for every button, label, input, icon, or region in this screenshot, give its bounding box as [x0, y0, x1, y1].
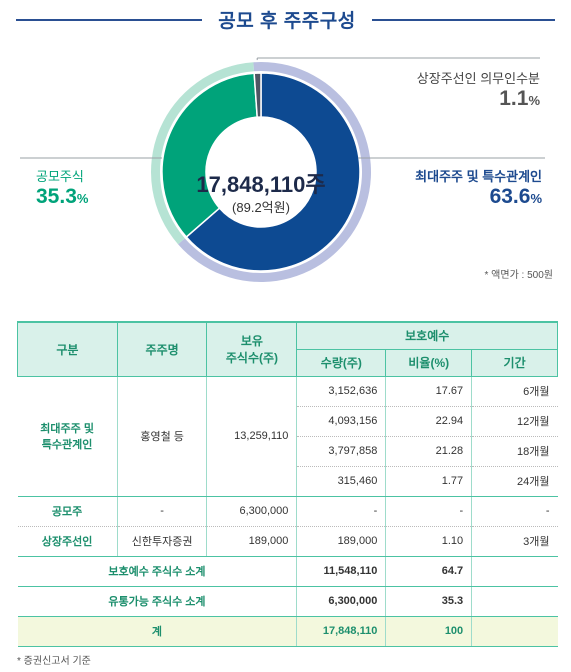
cell-qty: 189,000 [296, 526, 387, 557]
slice-listed-ring [253, 62, 261, 72]
summary-ratio: 35.3 [385, 586, 473, 617]
cell-ratio: 22.94 [385, 406, 473, 437]
title-rule-right [372, 19, 555, 21]
cell-qty: 3,152,636 [296, 376, 387, 407]
group-holder: - [117, 496, 208, 527]
slice-label-public: 공모주식 35.3% [36, 166, 88, 209]
slice-pct-major: 63.6% [392, 185, 542, 209]
cell-ratio: 1.77 [385, 466, 473, 497]
cell-ratio: 17.67 [385, 376, 473, 407]
total-empty [471, 616, 558, 647]
cell-ratio: 21.28 [385, 436, 473, 467]
summary-qty: 11,548,110 [296, 556, 387, 587]
summary-label: 보호예수 주식수 소계 [17, 556, 298, 587]
header-qty: 수량(주) [296, 348, 387, 377]
table-row: 315,460 1.77 24개월 [18, 466, 558, 497]
header-ratio: 비율(%) [385, 348, 473, 377]
slice-label-major: 최대주주 및 특수관계인 63.6% [392, 166, 542, 209]
cell-period: 24개월 [471, 466, 558, 497]
title-rule-left [16, 19, 202, 21]
slice-value-public: 35.3 [36, 185, 77, 208]
source-note: * 증권신고서 기준 [17, 656, 91, 667]
header-held: 보유 주식수(주) [206, 321, 298, 377]
label-leader-lines [20, 57, 545, 159]
par-value-note: * 액면가 : 500원 [484, 270, 554, 281]
group-held: 13,259,110 [206, 376, 298, 497]
header-period: 기간 [471, 348, 558, 377]
cell-period: - [471, 496, 558, 527]
group-category: 공모주 [17, 496, 118, 527]
total-ratio: 100 [385, 616, 473, 647]
cell-qty: 315,460 [296, 466, 387, 497]
group-category: 상장주선인 [17, 526, 118, 557]
table-row: 최대주주 및 특수관계인 홍영철 등 13,259,110 3,152,636 … [17, 376, 558, 497]
cell-qty: 4,093,156 [296, 406, 387, 437]
donut-chart: 17,848,110주 (89.2억원) [20, 57, 545, 282]
cell-period: 18개월 [471, 436, 558, 467]
cell-ratio: 1.10 [385, 526, 473, 557]
slice-major [185, 72, 361, 272]
slice-pct-public: 35.3% [36, 185, 88, 209]
slice-public [161, 72, 259, 239]
cell-period: 6개월 [471, 376, 558, 407]
header-holder: 주주명 [116, 321, 208, 377]
slice-unit-public: % [76, 191, 89, 206]
group-holder: 신한투자증권 [117, 526, 208, 557]
total-label: 계 [17, 616, 298, 647]
slice-name-public: 공모주식 [36, 169, 84, 184]
center-total: 17,848,110주 [196, 172, 325, 197]
outer-ring [151, 62, 371, 282]
slice-major-ring [178, 62, 371, 282]
slice-unit-major: % [530, 191, 542, 206]
group-held: 6,300,000 [206, 496, 298, 527]
center-sub: (89.2억원) [232, 200, 290, 215]
summary-label: 유통가능 주식수 소계 [17, 586, 298, 617]
slice-unit-listed: % [528, 93, 540, 108]
table-row: 3,797,858 21.28 18개월 [18, 436, 558, 467]
header-protect: 보호예수 [296, 321, 558, 350]
summary-row: 보호예수 주식수 소계 11,548,110 64.7 [17, 556, 558, 587]
slice-pct-listed: 1.1% [380, 87, 540, 111]
table-row: 4,093,156 22.94 12개월 [18, 406, 558, 437]
cell-ratio: - [385, 496, 473, 527]
group-held: 189,000 [206, 526, 298, 557]
summary-empty [471, 556, 558, 587]
slice-label-listed: 상장주선인 의무인수분 1.1% [380, 68, 540, 111]
slice-name-listed: 상장주선인 의무인수분 [416, 71, 540, 86]
summary-row: 유통가능 주식수 소계 6,300,000 35.3 [17, 586, 558, 617]
shareholder-table: 구분 주주명 보유 주식수(주) 보호예수 수량(주) 비율(%) 기간 최대주… [17, 321, 558, 647]
table-row: 공모주 - 6,300,000 - - - [17, 496, 558, 527]
cell-qty: 3,797,858 [296, 436, 387, 467]
slice-value-listed: 1.1 [499, 87, 529, 110]
cell-period: 3개월 [471, 526, 558, 557]
slice-public-ring [151, 62, 255, 245]
cell-qty: - [296, 496, 387, 527]
donut-slices [161, 72, 361, 272]
cell-period: 12개월 [471, 406, 558, 437]
slice-value-major: 63.6 [489, 185, 531, 208]
slice-name-major: 최대주주 및 특수관계인 [415, 169, 542, 184]
total-qty: 17,848,110 [296, 616, 387, 647]
slice-listed [253, 72, 262, 118]
table-row: 상장주선인 신한투자증권 189,000 189,000 1.10 3개월 [17, 526, 558, 557]
group-holder: 홍영철 등 [117, 376, 208, 497]
chart-title: 공모 후 주주구성 [218, 11, 356, 32]
total-row: 계 17,848,110 100 [17, 616, 558, 647]
summary-qty: 6,300,000 [296, 586, 387, 617]
title-row: 공모 후 주주구성 [0, 6, 571, 34]
header-category: 구분 [17, 321, 118, 377]
group-category: 최대주주 및 특수관계인 [17, 376, 118, 497]
summary-empty [471, 586, 558, 617]
summary-ratio: 64.7 [385, 556, 473, 587]
